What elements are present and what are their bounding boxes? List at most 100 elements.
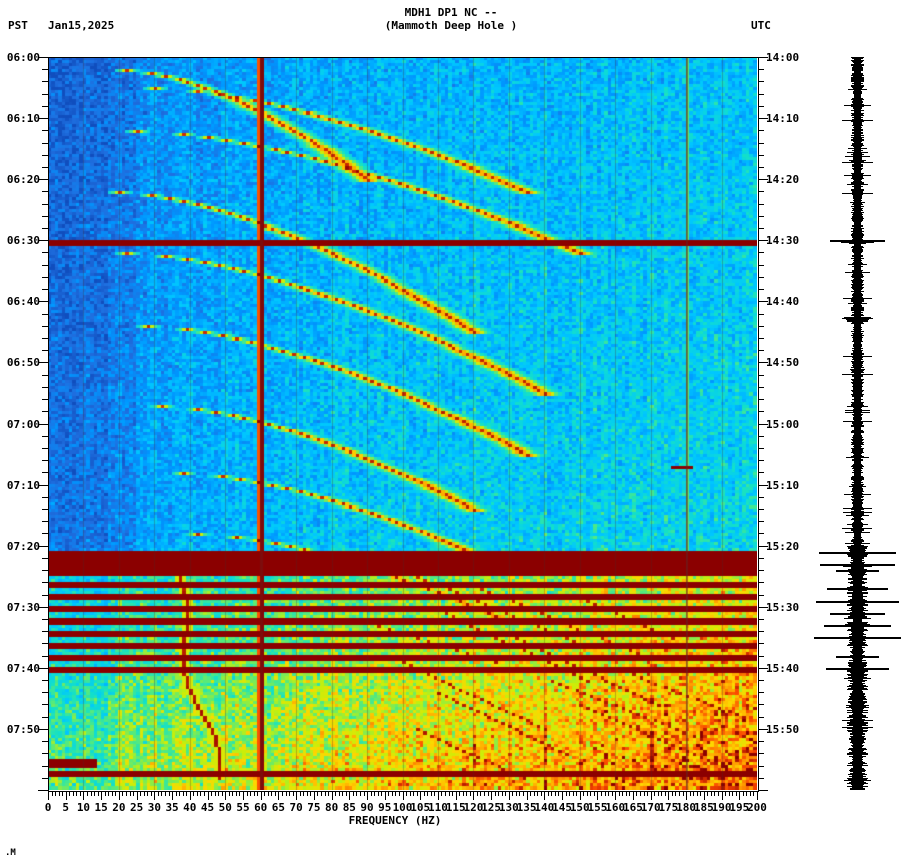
seismogram-sample bbox=[851, 431, 864, 432]
seismogram-sample bbox=[851, 496, 864, 497]
x-tick bbox=[214, 791, 216, 796]
seismogram-sample bbox=[850, 581, 865, 582]
seismogram-sample bbox=[850, 135, 865, 136]
seismogram-sample bbox=[847, 662, 868, 663]
seismogram-sample bbox=[851, 709, 864, 710]
seismogram-sample bbox=[850, 733, 865, 734]
seismogram-sample bbox=[853, 221, 862, 222]
seismogram-sample bbox=[854, 118, 861, 119]
x-tick bbox=[303, 791, 305, 796]
seismogram-sample bbox=[852, 122, 863, 123]
spectrogram-plot[interactable] bbox=[48, 57, 757, 790]
y-tick bbox=[758, 179, 768, 181]
y-tick bbox=[42, 154, 48, 156]
seismogram-sample bbox=[853, 462, 862, 463]
seismogram-sample bbox=[853, 388, 862, 389]
y-tick bbox=[758, 399, 764, 401]
seismogram-sample bbox=[851, 576, 864, 577]
seismogram-sample bbox=[848, 779, 867, 780]
y-tick bbox=[758, 203, 764, 205]
x-tick bbox=[257, 791, 259, 796]
x-tick bbox=[519, 791, 521, 796]
x-tick-label: 10 bbox=[76, 801, 91, 814]
y-tick-label: 06:20 bbox=[6, 173, 40, 187]
x-tick-label: 165 bbox=[622, 801, 643, 814]
x-tick-label: 25 bbox=[130, 801, 144, 814]
seismogram-sample bbox=[850, 667, 865, 668]
y-tick bbox=[758, 130, 764, 132]
x-tick bbox=[278, 791, 280, 800]
x-tick bbox=[157, 791, 159, 796]
seismogram-sample bbox=[851, 507, 864, 508]
seismogram-sample bbox=[854, 408, 861, 409]
seismogram-sample bbox=[852, 350, 863, 351]
x-tick bbox=[714, 791, 716, 796]
seismogram-sample bbox=[852, 255, 863, 256]
x-tick bbox=[508, 791, 510, 800]
seismogram-sample bbox=[849, 770, 866, 771]
x-tick-label: 120 bbox=[463, 801, 484, 814]
seismogram-sample bbox=[854, 481, 861, 482]
x-tick bbox=[554, 791, 556, 796]
seismogram-sample bbox=[852, 472, 863, 473]
seismogram-sample bbox=[852, 204, 863, 205]
x-tick bbox=[576, 791, 578, 796]
seismogram-sample bbox=[852, 191, 863, 192]
y-tick-label: 15:40 bbox=[766, 661, 800, 675]
x-tick bbox=[285, 791, 287, 796]
x-tick bbox=[498, 791, 500, 796]
seismogram-sample bbox=[845, 543, 870, 544]
seismogram-sample bbox=[851, 247, 864, 248]
seismogram-sample bbox=[853, 147, 862, 148]
seismogram-sample bbox=[847, 717, 868, 718]
seismogram-event-spike bbox=[827, 589, 888, 590]
seismogram-sample bbox=[852, 248, 863, 249]
seismogram-sample bbox=[854, 534, 861, 535]
seismogram-sample bbox=[852, 295, 863, 296]
seismogram-sample bbox=[848, 148, 867, 149]
seismogram-sample bbox=[847, 722, 868, 723]
x-axis-title: FREQUENCY (HZ) bbox=[348, 814, 442, 827]
seismogram-sample bbox=[852, 62, 863, 63]
x-tick-label: 70 bbox=[289, 801, 303, 814]
seismogram-sample bbox=[853, 334, 862, 335]
seismogram-sample bbox=[849, 655, 866, 656]
seismogram-sample bbox=[853, 97, 862, 98]
x-tick-label: 90 bbox=[360, 801, 374, 814]
seismogram-sample bbox=[850, 228, 865, 229]
seismogram-sample bbox=[851, 78, 864, 79]
x-tick bbox=[749, 791, 751, 796]
seismogram-sample bbox=[852, 455, 863, 456]
seismogram-sample bbox=[851, 684, 864, 685]
seismogram-event-spike bbox=[814, 637, 901, 638]
x-tick bbox=[274, 791, 276, 796]
seismogram-sample bbox=[853, 393, 862, 394]
seismogram-sample bbox=[849, 573, 866, 574]
x-tick bbox=[537, 791, 539, 796]
seismogram-sample bbox=[853, 654, 862, 655]
seismogram-sample bbox=[851, 704, 864, 705]
seismogram-sample bbox=[848, 706, 867, 707]
x-tick bbox=[115, 791, 117, 796]
seismogram-sample bbox=[851, 526, 864, 527]
x-tick bbox=[97, 791, 99, 796]
seismogram-sample bbox=[852, 366, 863, 367]
seismogram-sample bbox=[850, 694, 865, 695]
seismogram-sample bbox=[854, 533, 861, 534]
x-tick bbox=[427, 791, 429, 796]
seismogram-sample bbox=[852, 256, 863, 257]
seismogram-sample bbox=[848, 608, 866, 609]
x-tick bbox=[739, 791, 741, 800]
y-tick bbox=[758, 606, 768, 608]
seismogram-sample bbox=[851, 594, 864, 595]
x-tick bbox=[664, 791, 666, 796]
seismogram-sample bbox=[853, 561, 862, 562]
seismogram-event-spike bbox=[835, 570, 880, 571]
y-tick bbox=[38, 728, 48, 730]
seismogram-sample bbox=[853, 252, 862, 253]
seismogram-sample bbox=[851, 67, 864, 68]
seismogram-sample bbox=[853, 409, 862, 410]
seismogram-sample bbox=[851, 676, 864, 677]
seismogram-sample bbox=[851, 309, 864, 310]
x-tick bbox=[437, 791, 439, 800]
